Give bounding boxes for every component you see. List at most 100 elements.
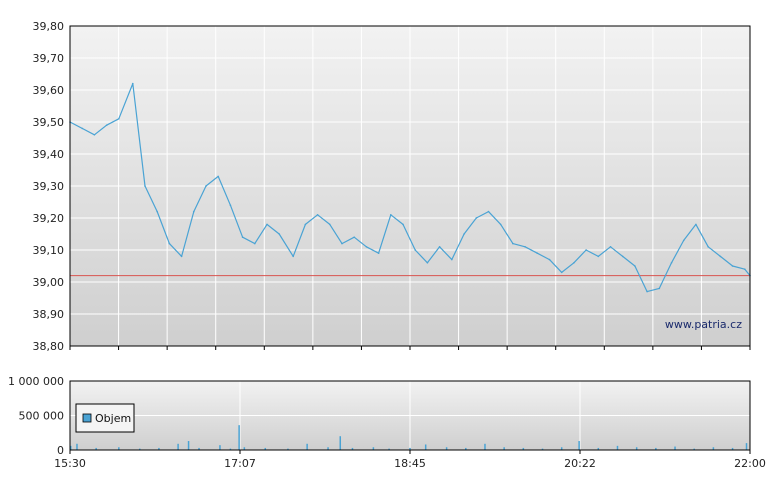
volume-bar	[95, 447, 97, 450]
price-point	[292, 255, 294, 258]
volume-bar	[243, 447, 246, 450]
volume-bar	[522, 447, 525, 450]
price-x-tick-marks	[69, 346, 751, 350]
volume-bar	[465, 447, 467, 450]
price-point	[707, 246, 709, 248]
price-point	[229, 204, 232, 206]
volume-bar	[635, 447, 638, 450]
volume-bar	[674, 446, 676, 450]
price-y-tick-label: 38,90	[33, 308, 65, 321]
price-point	[597, 255, 600, 258]
price-y-tick-label: 39,60	[33, 84, 65, 97]
price-point	[658, 287, 661, 290]
price-point	[719, 255, 722, 258]
volume-bar	[138, 448, 141, 450]
price-point	[266, 223, 268, 226]
price-point	[192, 210, 195, 213]
price-point	[560, 271, 563, 274]
price-point	[205, 185, 207, 187]
volume-bar	[158, 447, 160, 450]
legend-swatch	[82, 413, 92, 423]
legend-label: Objem	[95, 412, 131, 425]
price-y-tick-label: 39,50	[33, 116, 65, 129]
volume-bar	[177, 443, 179, 450]
price-point	[743, 268, 746, 271]
price-point	[304, 223, 307, 226]
volume-bar	[597, 447, 600, 450]
price-point	[646, 290, 648, 293]
price-point	[487, 210, 490, 213]
volume-bar	[693, 448, 695, 450]
volume-bar	[187, 441, 190, 450]
price-point	[536, 252, 539, 254]
price-point	[670, 262, 673, 264]
price-y-tick-label: 39,70	[33, 52, 65, 65]
volume-bar	[327, 447, 329, 450]
price-point	[438, 246, 441, 248]
price-point	[131, 82, 134, 85]
price-point	[463, 233, 465, 235]
price-point	[105, 124, 108, 126]
price-y-tick-label: 39,30	[33, 180, 65, 193]
price-point	[328, 223, 331, 226]
price-point	[402, 223, 404, 226]
price-y-tick-label: 39,00	[33, 276, 65, 289]
price-point	[731, 265, 734, 267]
price-point	[365, 246, 368, 248]
volume-bar	[70, 445, 72, 450]
volume-bar	[372, 447, 375, 450]
volume-x-tick-label: 17:07	[224, 457, 256, 470]
volume-bar	[264, 447, 267, 450]
price-point	[316, 214, 319, 216]
price-point	[217, 175, 220, 178]
price-point	[524, 246, 526, 248]
volume-bar	[616, 445, 619, 450]
volume-bar	[424, 444, 427, 450]
volume-x-tick-label: 15:30	[54, 457, 86, 470]
legend: Objem	[75, 403, 135, 433]
volume-y-tick-labels: 1 000 000 500 000 0	[8, 375, 64, 457]
volume-bar	[388, 448, 390, 450]
price-y-tick-labels: 39,80 39,70 39,60 39,50 39,40 39,30 39,20 39,10…	[33, 20, 65, 353]
price-point	[695, 223, 697, 226]
volume-bar	[409, 447, 411, 450]
volume-y-tick-label: 0	[57, 444, 64, 457]
price-y-tick-label: 39,20	[33, 212, 65, 225]
volume-x-tick-label: 20:22	[564, 457, 596, 470]
volume-x-tick-labels: 15:30 17:07 18:45 20:22 22:00	[54, 450, 766, 470]
volume-bar	[655, 447, 657, 450]
price-point	[241, 236, 244, 238]
price-point	[548, 258, 551, 261]
price-point	[609, 246, 612, 248]
price-point	[180, 255, 183, 258]
price-point	[499, 223, 502, 226]
volume-bar	[238, 425, 240, 450]
volume-bar	[541, 448, 544, 450]
volume-bar	[287, 448, 289, 450]
volume-y-tick-label: 1 000 000	[8, 375, 64, 388]
price-point	[144, 185, 146, 187]
price-point	[426, 262, 429, 264]
price-point	[156, 210, 158, 213]
price-point	[93, 134, 96, 136]
volume-y-tick-label: 500 000	[19, 410, 65, 423]
volume-bar	[219, 445, 221, 450]
volume-bar	[731, 447, 734, 450]
volume-bar	[351, 447, 354, 450]
volume-bar	[229, 448, 232, 450]
volume-bar	[578, 441, 580, 450]
price-point	[573, 262, 575, 264]
price-point	[341, 242, 343, 245]
price-point	[118, 118, 120, 120]
price-point	[390, 214, 392, 216]
price-y-tick-label: 38,80	[33, 340, 65, 353]
volume-bar	[198, 447, 200, 450]
price-point	[254, 242, 256, 245]
price-point	[278, 233, 281, 235]
price-point	[451, 258, 453, 261]
price-point	[621, 255, 624, 258]
volume-bar	[339, 436, 342, 450]
volume-x-tick-label: 22:00	[734, 457, 766, 470]
